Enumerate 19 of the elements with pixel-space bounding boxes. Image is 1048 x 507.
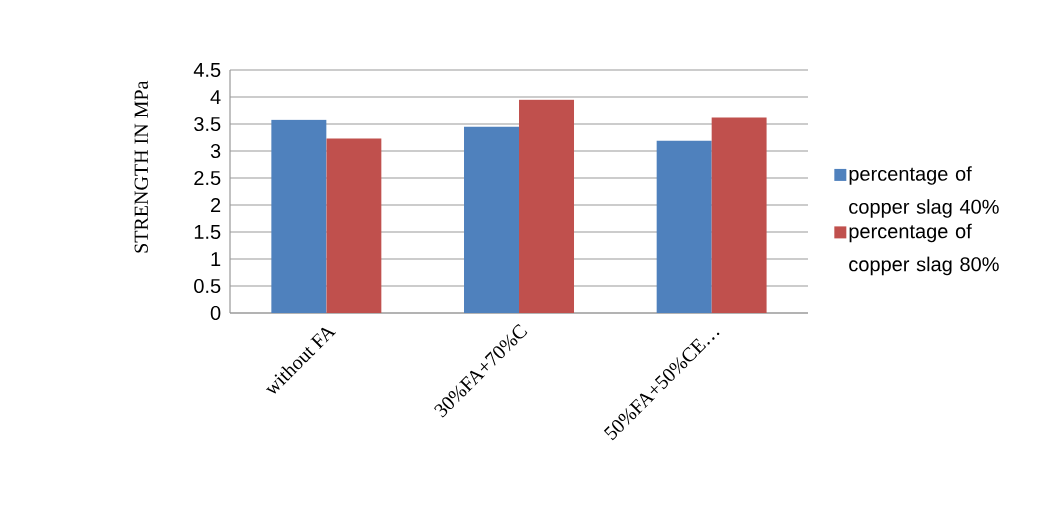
y-axis-title: STRENGTH IN MPa xyxy=(134,80,148,253)
y-tick-label: 2 xyxy=(211,198,221,212)
y-tick-label: 3 xyxy=(210,143,221,159)
bar xyxy=(271,119,327,313)
bar xyxy=(656,140,712,313)
bar xyxy=(326,138,382,313)
y-tick-label: 4.5 xyxy=(193,63,221,77)
y-tick-label: 0.5 xyxy=(194,278,221,294)
y-tick-label: 1.5 xyxy=(194,225,221,239)
y-tick-label: 1 xyxy=(211,252,221,266)
y-tick-label: 4 xyxy=(210,90,221,104)
bar xyxy=(464,126,520,313)
y-tick-label: 0 xyxy=(210,305,221,321)
bar xyxy=(711,117,767,313)
y-tick-label: 2.5 xyxy=(194,170,221,186)
legend-label: percentage of copper slag 40% xyxy=(849,166,999,218)
legend-label: percentage of copper slag 80% xyxy=(849,223,999,276)
bar xyxy=(519,99,575,313)
y-tick-label: 3.5 xyxy=(194,116,221,132)
